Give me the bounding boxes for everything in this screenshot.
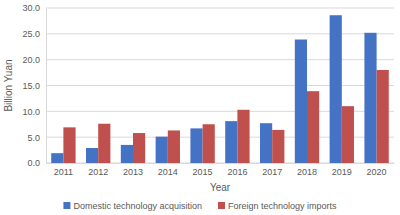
grid [46, 8, 394, 163]
legend-label: Domestic technology acquisition [73, 201, 202, 211]
x-tick: 2011 [54, 163, 73, 177]
y-tick-label: 5.0 [27, 133, 40, 143]
x-tick: 2017 [262, 163, 282, 177]
plot-area: 0.05.010.015.020.025.030.020112012201320… [22, 3, 394, 177]
bar [330, 15, 342, 163]
x-tick: 2016 [227, 163, 247, 177]
bar [237, 110, 249, 163]
legend-item: Domestic technology acquisition [63, 201, 202, 211]
x-tick: 2020 [367, 163, 387, 177]
x-tick-label: 2019 [332, 167, 352, 177]
y-tick: 25.0 [22, 29, 46, 39]
bar [342, 106, 354, 163]
x-tick-label: 2017 [262, 167, 282, 177]
y-tick-label: 25.0 [22, 29, 40, 39]
y-tick: 15.0 [22, 81, 46, 91]
y-tick: 0.0 [27, 158, 46, 168]
bar [377, 70, 389, 163]
y-tick: 5.0 [27, 133, 46, 143]
legend-item: Foreign technology imports [218, 201, 337, 211]
bar [203, 124, 215, 163]
legend: Domestic technology acquisition Foreign t… [63, 201, 337, 211]
bar [225, 121, 237, 163]
y-axis-title: Billion Yuan [3, 59, 14, 111]
x-axis-title: Year [210, 182, 231, 193]
bar [190, 128, 202, 163]
x-tick-label: 2012 [88, 167, 108, 177]
x-tick: 2018 [297, 163, 317, 177]
y-tick-label: 30.0 [22, 3, 40, 13]
y-axis: 0.0 5.0 10.0 15.0 20.0 25.0 30.0 [22, 3, 46, 168]
legend-swatch [218, 202, 225, 209]
x-tick-label: 2014 [158, 167, 178, 177]
x-tick: 2012 [88, 163, 108, 177]
grid-line [46, 8, 394, 9]
bar [364, 33, 376, 163]
x-tick-label: 2011 [54, 167, 73, 177]
bars [51, 15, 389, 163]
y-tick: 10.0 [22, 107, 46, 117]
y-tick-label: 10.0 [22, 107, 40, 117]
x-tick-label: 2015 [193, 167, 213, 177]
x-tick-label: 2016 [227, 167, 247, 177]
x-tick-label: 2018 [297, 167, 317, 177]
bar [63, 127, 75, 163]
legend-swatch [63, 202, 70, 209]
y-tick: 20.0 [22, 55, 46, 65]
bar [121, 145, 133, 163]
x-axis-line [47, 163, 395, 164]
y-tick-label: 0.0 [27, 158, 40, 168]
bar [307, 91, 319, 163]
chart: 0.05.010.015.020.025.030.020112012201320… [0, 0, 400, 215]
bar [133, 133, 145, 163]
bar [86, 148, 98, 163]
bar [156, 137, 168, 163]
bar [272, 130, 284, 163]
y-tick: 30.0 [22, 3, 46, 13]
x-tick-label: 2013 [123, 167, 143, 177]
legend-label: Foreign technology imports [228, 201, 337, 211]
bar [51, 153, 63, 163]
y-axis-line [46, 9, 47, 164]
x-tick: 2015 [193, 163, 213, 177]
x-axis: 2011 2012 2013 2014 2015 2016 2017 2018 2019 2020 [47, 163, 395, 177]
bar [98, 124, 110, 163]
x-tick: 2019 [332, 163, 352, 177]
bar [295, 40, 307, 163]
bar [168, 130, 180, 163]
bar [260, 123, 272, 163]
y-tick-label: 20.0 [22, 55, 40, 65]
x-tick: 2013 [123, 163, 143, 177]
x-tick: 2014 [158, 163, 178, 177]
x-tick-label: 2020 [367, 167, 387, 177]
y-tick-label: 15.0 [22, 81, 40, 91]
